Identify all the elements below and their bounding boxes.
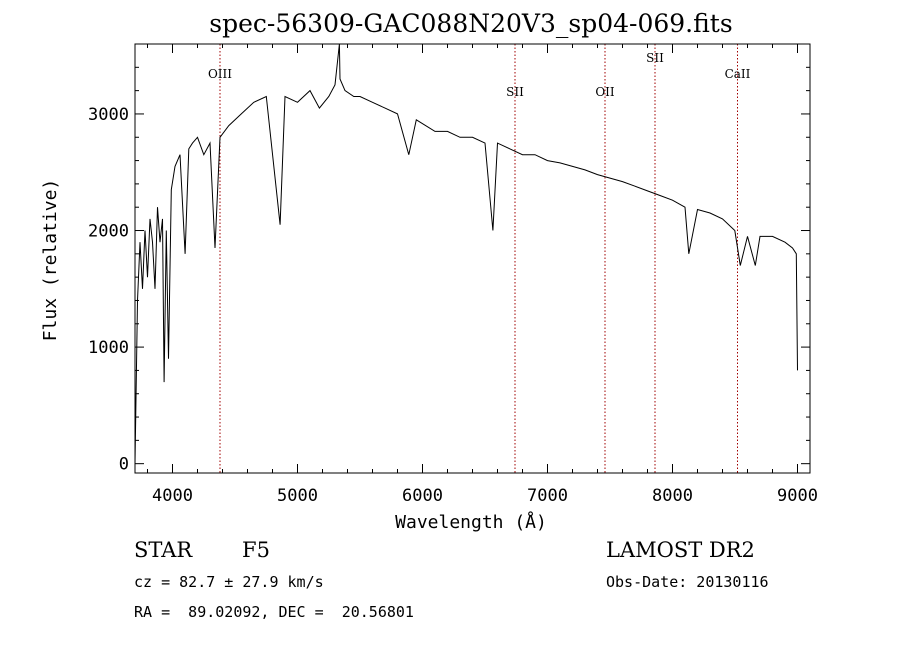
- y-tick-label: 3000: [88, 105, 129, 125]
- y-tick-label: 2000: [88, 222, 129, 242]
- x-axis-label: Wavelength (Å): [395, 511, 547, 533]
- object-subclass: F5: [242, 538, 270, 562]
- spectral-line-label: OII: [595, 85, 615, 99]
- survey-name: LAMOST DR2: [606, 538, 755, 562]
- x-tick-label: 8000: [652, 486, 693, 506]
- obs-date: Obs-Date: 20130116: [606, 573, 769, 591]
- spectral-lines-layer: OIII SII OII SII CaII: [208, 44, 751, 473]
- axis-ticks-layer: 4000 5000 6000 7000 8000 9000 0 1000 2000 3000: [88, 44, 818, 506]
- y-tick-label: 0: [119, 455, 129, 475]
- x-tick-label: 4000: [152, 486, 193, 506]
- coordinates-readout: RA = 89.02092, DEC = 20.56801: [134, 603, 414, 621]
- spectral-line-label: OIII: [208, 67, 232, 81]
- spectrum-series-line: [134, 43, 798, 464]
- plot-frame: [134, 43, 811, 474]
- spectral-line-label: SII: [646, 51, 664, 65]
- y-tick-label: 1000: [88, 338, 129, 358]
- y-axis-label: Flux (relative): [40, 179, 61, 342]
- x-tick-label: 9000: [777, 486, 818, 506]
- chart-title: spec-56309-GAC088N20V3_sp04-069.fits: [209, 9, 732, 38]
- object-class: STAR: [134, 538, 193, 562]
- spectral-line-label: CaII: [725, 67, 751, 81]
- redshift-readout: cz = 82.7 ± 27.9 km/s: [134, 573, 324, 591]
- x-tick-label: 6000: [402, 486, 443, 506]
- spectral-line-label: SII: [506, 85, 524, 99]
- x-tick-label: 5000: [277, 486, 318, 506]
- x-tick-label: 7000: [527, 486, 568, 506]
